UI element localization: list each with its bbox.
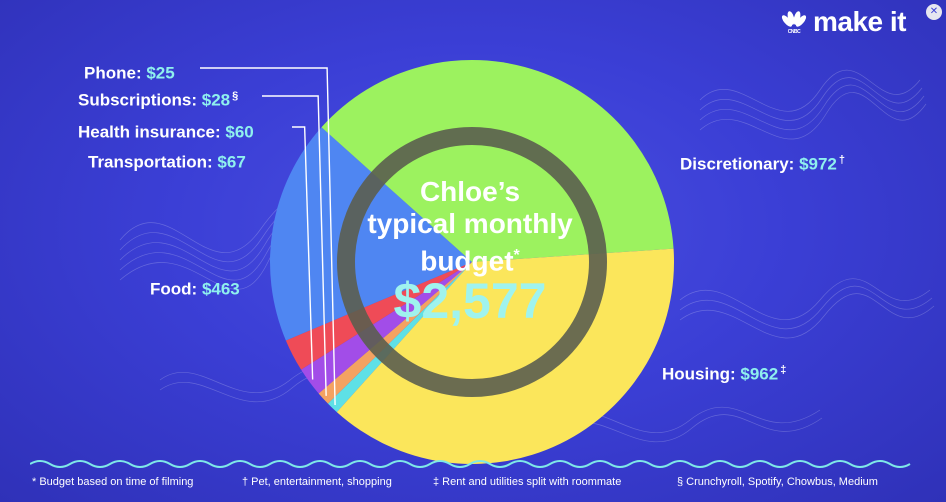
slice-transportation — [285, 262, 472, 370]
slice-health-insurance — [301, 262, 472, 394]
footnote-1: * Budget based on time of filming — [32, 476, 194, 488]
cnbc-network-text: CNBC — [788, 29, 801, 35]
chart-title-line-2: typical monthly — [367, 208, 573, 239]
leader-line-phone — [200, 67, 336, 406]
label-food-value: $463 — [201, 279, 240, 299]
footnote-3: ‡ Rent and utilities split with roommate — [433, 476, 622, 488]
slice-subscriptions — [318, 262, 472, 404]
label-food: Food: $463 — [150, 279, 240, 299]
label-housing-name: Housing — [662, 364, 730, 384]
label-health-insurance-name: Health insurance — [78, 122, 215, 142]
label-housing-mark: ‡ — [780, 364, 787, 376]
label-phone-value: $25 — [146, 63, 175, 83]
footnote-4: § Crunchyroll, Spotify, Chowbus, Medium — [677, 476, 878, 488]
label-health-insurance-value: $60 — [225, 122, 254, 142]
slice-phone — [327, 262, 472, 413]
label-discretionary: Discretionary: $972 † — [680, 154, 846, 174]
label-transportation-name: Transportation — [88, 152, 208, 172]
label-transportation: Transportation: $67 — [88, 152, 246, 172]
close-icon[interactable]: ✕ — [926, 4, 942, 20]
peacock-icon: CNBC — [781, 11, 807, 35]
inner-ring — [337, 127, 607, 397]
label-health-insurance: Health insurance: $60 — [78, 122, 254, 142]
label-subscriptions-name: Subscriptions — [78, 90, 192, 110]
label-phone-name: Phone — [84, 63, 136, 83]
label-subscriptions-value: $28 — [201, 90, 231, 110]
label-subscriptions-mark: § — [232, 90, 239, 102]
label-housing-value: $962 — [740, 364, 779, 384]
footnote-2: † Pet, entertainment, shopping — [242, 476, 392, 488]
footnotes: * Budget based on time of filming † Pet,… — [0, 472, 946, 494]
leader-line-health-insurance — [292, 126, 314, 380]
cnbc-make-it-logo: CNBC make it — [781, 6, 907, 38]
label-subscriptions: Subscriptions: $28 § — [78, 90, 239, 110]
chart-title-line-3-wrap: budget* — [300, 240, 640, 276]
chart-title-line-3: budget — [420, 245, 514, 277]
label-food-name: Food — [150, 279, 192, 299]
chart-title-mark: * — [513, 247, 520, 264]
chart-title-line-1: Chloe’s — [419, 176, 521, 207]
label-discretionary-value: $972 — [799, 154, 837, 174]
label-transportation-value: $67 — [217, 152, 246, 172]
label-housing: Housing: $962 ‡ — [662, 364, 787, 384]
total-amount: $2,577 — [393, 273, 547, 329]
logo-text: make it — [813, 6, 907, 37]
label-discretionary-name: Discretionary — [680, 154, 789, 174]
label-phone: Phone: $25 — [84, 63, 175, 83]
label-discretionary-mark: † — [838, 154, 846, 166]
wavy-divider — [30, 460, 911, 468]
leader-line-subscriptions — [262, 95, 327, 396]
